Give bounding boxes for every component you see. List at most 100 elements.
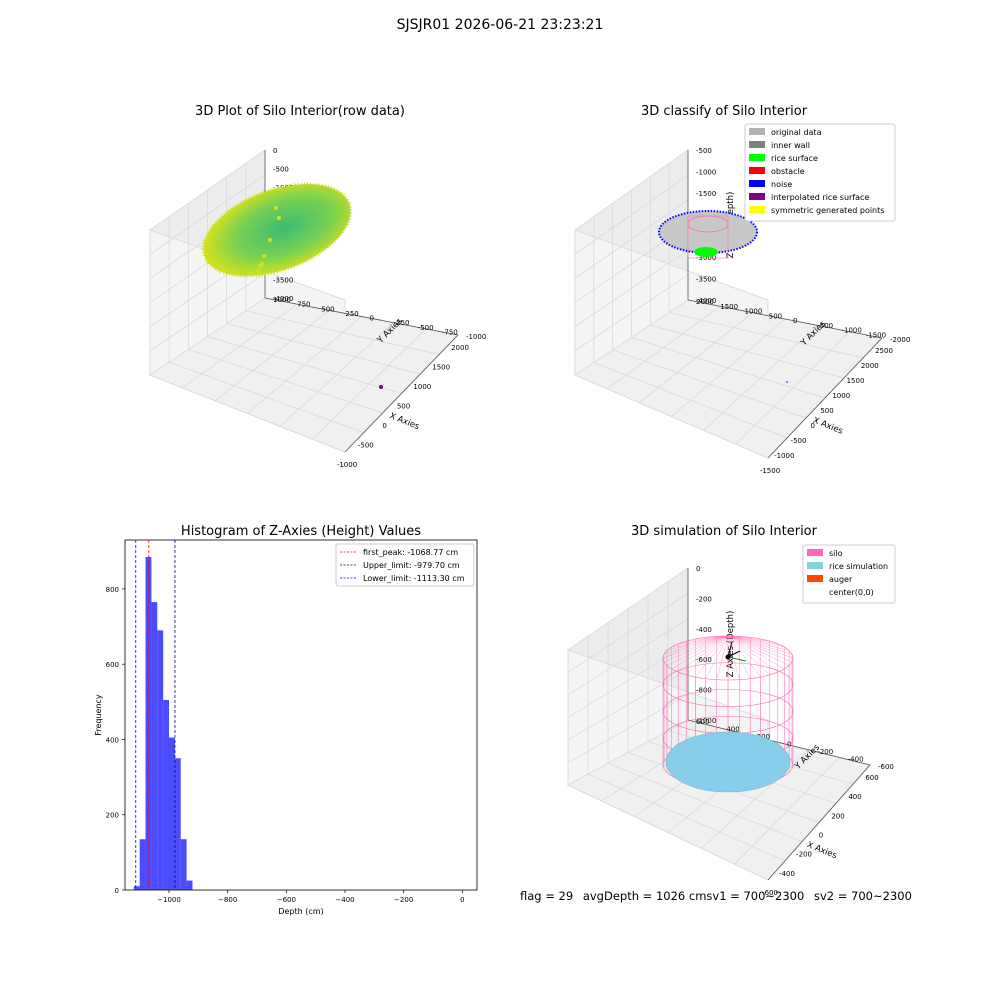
- legend-swatch: [749, 154, 765, 161]
- silo-roof-line: [695, 635, 729, 640]
- silo-roof-line: [727, 635, 761, 640]
- p2-x-tick-label: 1000: [832, 392, 850, 400]
- silo-roof-line: [663, 635, 729, 655]
- status-footer: flag = 29 avgDepth = 1026 cmsv1 = 700~23…: [520, 889, 918, 903]
- p4-grid-line: [567, 593, 689, 673]
- p4-y-tick-label: -600: [878, 763, 894, 771]
- silo-roof-line: [727, 635, 793, 662]
- p1-highlight-point: [262, 254, 266, 258]
- histogram-bar: [157, 630, 164, 890]
- p2-noise-point: [786, 381, 788, 383]
- histogram-bar: [145, 556, 152, 890]
- p2-x-axis-line: [767, 337, 883, 459]
- silo-roof-line: [727, 635, 761, 678]
- silo-roof-line: [666, 635, 729, 651]
- p3-x-axis-label: Depth (cm): [278, 907, 323, 916]
- legend-label: silo: [829, 549, 843, 558]
- p2-inner-cylinder: [687, 215, 729, 259]
- center-marker: [725, 654, 731, 660]
- silo-roof-line: [727, 635, 778, 673]
- p3-legend: first_peak: -1068.77 cm Upper_limit: -979…: [335, 543, 475, 587]
- silo-roof-line: [678, 635, 729, 673]
- p2-z-tick-label: -4000: [696, 297, 716, 305]
- silo-roof-line: [686, 635, 729, 642]
- silo-wireframe: [662, 635, 794, 793]
- p1-outlier-point: [379, 385, 383, 389]
- p4-z-tick-label: -200: [696, 595, 712, 603]
- p2-x-tick-label: -500: [791, 437, 807, 445]
- p3-y-tick-label: 800: [106, 586, 119, 594]
- panel1-title: 3D Plot of Silo Interior(row data): [195, 104, 405, 119]
- silo-roof-line: [727, 635, 790, 651]
- p4-y-axis-line: [687, 719, 871, 766]
- p1-y-axis-line: [264, 297, 459, 336]
- p1-x-tick-label: -500: [358, 442, 374, 450]
- p3-x-tick-label: −200: [394, 896, 413, 904]
- silo-roof-line: [727, 635, 793, 655]
- p1-highlight-point: [277, 216, 281, 220]
- p3-x-tick-label: −1000: [157, 896, 181, 904]
- legend-swatch: [807, 549, 823, 556]
- p1-x-axis-line: [344, 334, 459, 453]
- histogram-bar: [174, 758, 181, 890]
- p1-highlight-point: [274, 206, 278, 210]
- p2-x-tick-label: -1000: [774, 452, 794, 460]
- p4-legend: silo rice simulation auger center(0,0): [802, 544, 896, 604]
- p1-highlight-point: [260, 262, 264, 266]
- p1-grid-line: [149, 174, 266, 255]
- legend-label: noise: [771, 180, 792, 189]
- p1-y-tick-label: -750: [442, 328, 458, 336]
- p1-x-tick-label: 0: [382, 422, 386, 430]
- p1-x-axis-label: X Axies: [388, 411, 421, 432]
- silo-roof-line: [686, 635, 729, 675]
- p2-legend-frame: [744, 123, 896, 222]
- histogram-bar: [186, 880, 193, 890]
- p3-y-tick-label: 0: [115, 887, 119, 895]
- p4-axes-box: [566, 567, 871, 881]
- flag-text: flag = 29: [520, 889, 574, 903]
- histogram-bar: [169, 737, 175, 890]
- auger-axis-line: [727, 656, 747, 662]
- p2-axes-box: [573, 149, 883, 459]
- p4-legend-frame: [802, 544, 896, 604]
- p1-y-tick-label: 750: [297, 301, 310, 309]
- legend-swatch: [807, 575, 823, 582]
- panel2-title: 3D classify of Silo Interior: [640, 104, 808, 119]
- legend-label: interpolated rice surface: [771, 193, 869, 202]
- p1-y-tick-label: 250: [345, 310, 358, 318]
- p2-grid-line: [669, 312, 864, 359]
- p2-grid-line: [574, 174, 689, 255]
- p1-z-tick-label: -500: [273, 166, 289, 174]
- p1-y-tick-label: -250: [394, 319, 410, 327]
- legend-label: symmetric generated points: [771, 206, 884, 215]
- p3-x-tick-label: 0: [460, 896, 464, 904]
- p4-x-tick-label: -600: [762, 889, 778, 897]
- p2-x-tick-label: 1500: [847, 377, 865, 385]
- legend-swatch: [749, 206, 765, 213]
- histogram-bar: [151, 602, 158, 890]
- p2-y-tick-label: 1000: [745, 308, 763, 316]
- legend-label: obstacle: [771, 167, 805, 176]
- rice-simulation-surface: [665, 731, 791, 793]
- p4-z-tick-label: -400: [696, 626, 712, 634]
- legend-label: center(0,0): [829, 588, 874, 597]
- p1-x-tick-label: 1500: [432, 364, 450, 372]
- p4-z-tick-label: -600: [696, 656, 712, 664]
- p4-x-tick-label: 0: [819, 832, 823, 840]
- silo-roof-line: [666, 635, 729, 666]
- p1-x-tick-label: 2000: [451, 344, 469, 352]
- p1-y-tick-label: 0: [370, 315, 374, 323]
- histogram-bar: [163, 699, 169, 890]
- p1-z-tick-label: -3500: [273, 277, 293, 285]
- silo-roof-line: [671, 635, 729, 648]
- histogram-bar: [139, 839, 146, 890]
- p3-x-tick-label: −800: [218, 896, 237, 904]
- legend-label: Lower_limit: -1113.30 cm: [363, 574, 465, 583]
- p2-y-tick-label: -1000: [842, 327, 862, 335]
- legend-label: auger: [829, 575, 853, 584]
- legend-label: Upper_limit: -979.70 cm: [363, 561, 460, 570]
- p2-y-axis-line: [687, 299, 883, 339]
- p4-y-tick-label: 600: [696, 718, 709, 726]
- p1-y-tick-label: -500: [418, 324, 434, 332]
